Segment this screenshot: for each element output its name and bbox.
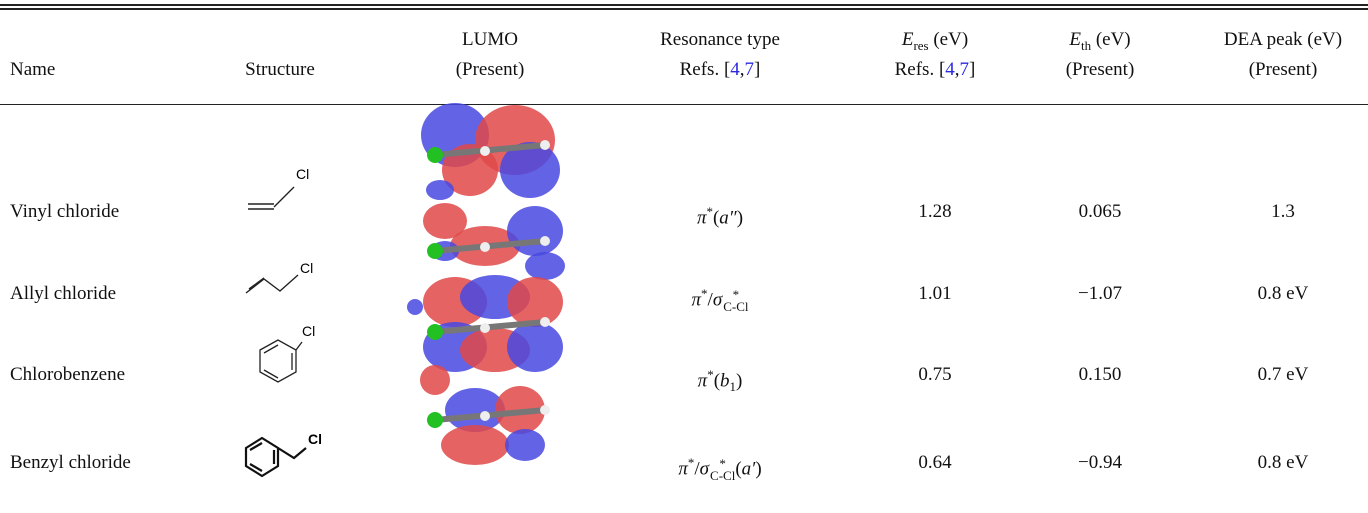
lumo-image	[395, 95, 585, 205]
text: DEA peak (eV)	[1224, 29, 1342, 50]
structure: Cl	[240, 157, 320, 232]
header-cell: Refs. [4,7]	[600, 57, 840, 83]
math-symbol: E	[1069, 29, 1081, 50]
e-th: 0.150	[1079, 364, 1122, 385]
name: Allyl chloride	[10, 283, 116, 304]
text: Name	[10, 59, 55, 80]
sup-sub: *C-Cl	[723, 289, 748, 313]
text: ]	[969, 59, 975, 80]
text: )	[755, 458, 761, 479]
top-rule	[0, 4, 1368, 6]
name-cell: Vinyl chloride	[10, 199, 210, 225]
structure-label: Cl	[300, 260, 313, 276]
e-res-cell: 1.01	[845, 281, 1025, 307]
e-res: 0.75	[918, 364, 951, 385]
e-res: 1.01	[918, 283, 951, 304]
subscript: th	[1081, 38, 1091, 53]
e-res-cell: 0.75	[845, 362, 1025, 388]
structure-label: Cl	[308, 431, 322, 447]
e-th-cell: 0.150	[1020, 362, 1180, 388]
header-cell: (Present)	[390, 57, 590, 83]
name-cell: Chlorobenzene	[10, 362, 210, 388]
structure: Cl	[240, 408, 320, 483]
header-cell: DEA peak (eV)	[1200, 27, 1366, 53]
sup-sub: *C-Cl	[710, 458, 735, 482]
subscript: C-Cl	[723, 301, 748, 313]
header-cell: (Present)	[1200, 57, 1366, 83]
structure: Cl	[240, 239, 320, 314]
e-th: 0.065	[1079, 201, 1122, 222]
dea-peak: 0.8 eV	[1258, 283, 1309, 304]
e-res: 0.64	[918, 452, 951, 473]
header-cell: LUMO	[390, 27, 590, 53]
dea-peak: 0.7 eV	[1258, 364, 1309, 385]
e-th-cell: −0.94	[1020, 450, 1180, 476]
math-symbol: a′	[742, 458, 756, 479]
structure-label: Cl	[302, 323, 315, 339]
subscript: res	[913, 38, 928, 53]
text: )	[737, 207, 743, 228]
text: Structure	[245, 59, 315, 80]
text: (Present)	[456, 59, 525, 80]
math-symbol: π	[678, 458, 688, 479]
dea-cell: 1.3	[1200, 199, 1366, 225]
text: )	[736, 370, 742, 391]
name: Chlorobenzene	[10, 364, 125, 385]
math-symbol: E	[902, 29, 914, 50]
name-cell: Benzyl chloride	[10, 450, 210, 476]
text: (Present)	[1066, 59, 1135, 80]
math-symbol: b	[720, 370, 730, 391]
header-cell: Eres (eV)	[845, 27, 1025, 59]
e-th: −0.94	[1078, 452, 1122, 473]
dea-cell: 0.7 eV	[1200, 362, 1366, 388]
math-symbol: σ	[713, 289, 722, 310]
text: (Present)	[1249, 59, 1318, 80]
dea-peak: 1.3	[1271, 201, 1295, 222]
name: Vinyl chloride	[10, 201, 119, 222]
resonance-cell: π*/σ*C-Cl(a′)	[600, 450, 840, 482]
name: Benzyl chloride	[10, 452, 131, 473]
reference-link[interactable]: 7	[745, 59, 755, 80]
header-cell: Resonance type	[600, 27, 840, 53]
lumo-image	[395, 360, 585, 470]
math-symbol: π	[692, 289, 702, 310]
header-cell: Eth (eV)	[1020, 27, 1180, 59]
table-page: Name Structure LUMO (Present) Resonance type…	[0, 0, 1368, 513]
text: Refs. [	[680, 59, 731, 80]
text: LUMO	[462, 29, 518, 50]
math-symbol: σ	[700, 458, 709, 479]
e-res: 1.28	[918, 201, 951, 222]
reference-link[interactable]: 7	[960, 59, 970, 80]
resonance-cell: π*/σ*C-Cl	[600, 281, 840, 313]
text: Refs. [	[895, 59, 946, 80]
resonance-cell: π*(a″)	[600, 199, 840, 231]
e-th: −1.07	[1078, 283, 1122, 304]
e-th-cell: −1.07	[1020, 281, 1180, 307]
text: (eV)	[929, 29, 969, 50]
structure-label: Cl	[296, 166, 309, 182]
e-res-cell: 0.64	[845, 450, 1025, 476]
top-rule	[0, 8, 1368, 10]
subscript: C-Cl	[710, 470, 735, 482]
reference-link[interactable]: 4	[945, 59, 955, 80]
dea-cell: 0.8 eV	[1200, 281, 1366, 307]
resonance-cell: π*(b1)	[600, 362, 840, 400]
text: Resonance type	[660, 29, 780, 50]
dea-cell: 0.8 eV	[1200, 450, 1366, 476]
e-res-cell: 1.28	[845, 199, 1025, 225]
header-cell: Structure	[180, 57, 380, 83]
reference-link[interactable]: 4	[730, 59, 740, 80]
text: ]	[754, 59, 760, 80]
e-th-cell: 0.065	[1020, 199, 1180, 225]
math-symbol: π	[698, 370, 708, 391]
text: (eV)	[1091, 29, 1131, 50]
structure: Cl	[240, 320, 320, 395]
header-rule	[0, 104, 1368, 105]
math-symbol: a″	[719, 207, 736, 228]
header-cell: (Present)	[1020, 57, 1180, 83]
header-cell: Refs. [4,7]	[845, 57, 1025, 83]
dea-peak: 0.8 eV	[1258, 452, 1309, 473]
name-cell: Allyl chloride	[10, 281, 210, 307]
